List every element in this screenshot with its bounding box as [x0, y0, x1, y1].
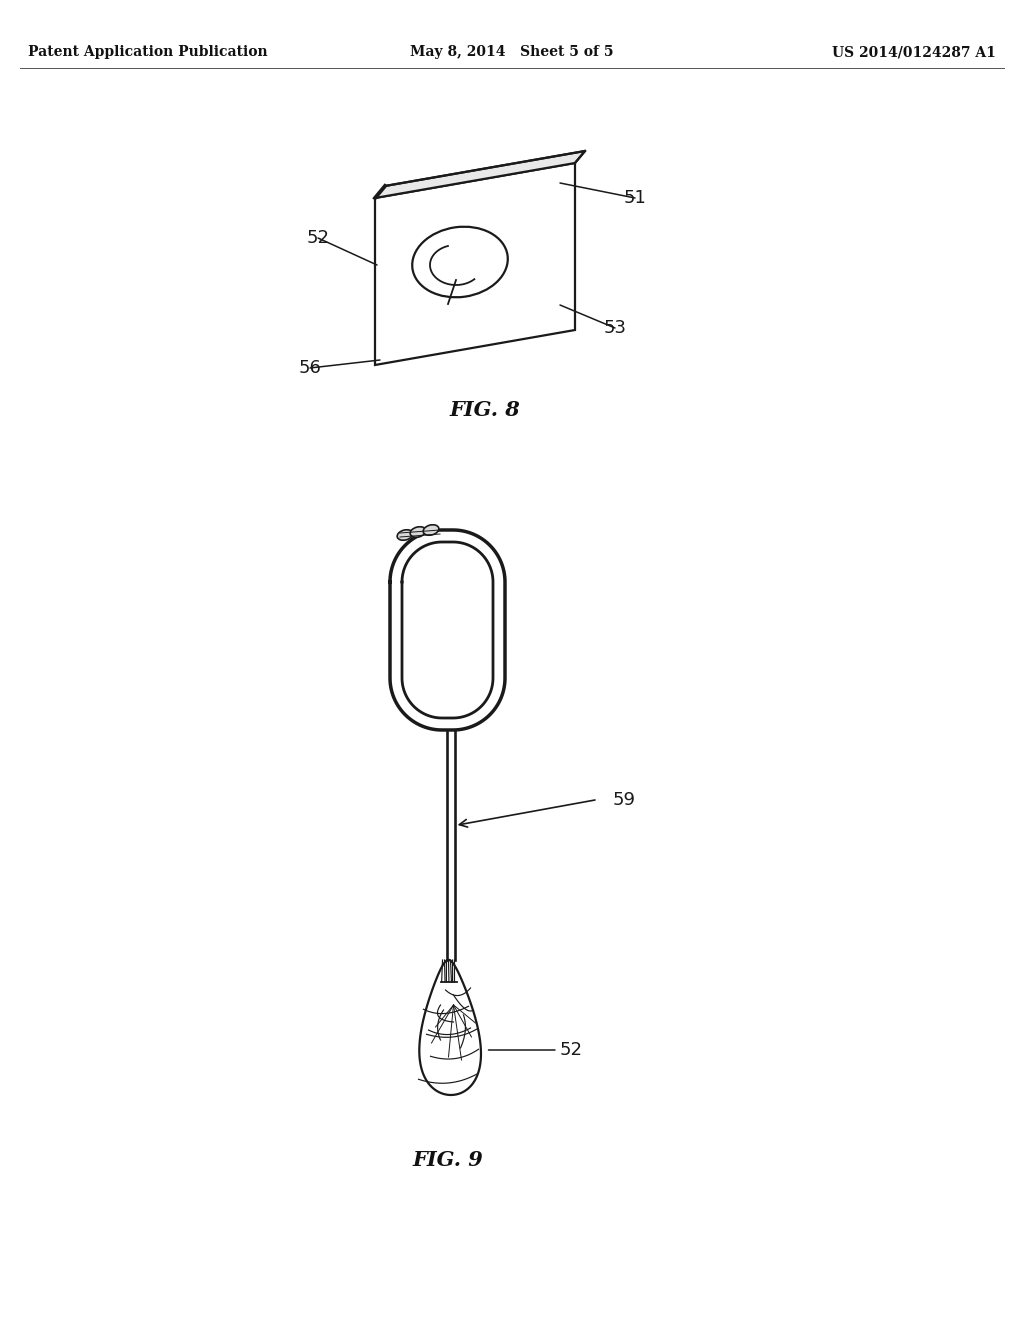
Text: May 8, 2014   Sheet 5 of 5: May 8, 2014 Sheet 5 of 5	[411, 45, 613, 59]
Text: 51: 51	[624, 189, 646, 207]
Text: 56: 56	[299, 359, 322, 378]
Text: Patent Application Publication: Patent Application Publication	[28, 45, 267, 59]
Text: FIG. 8: FIG. 8	[450, 400, 520, 420]
Ellipse shape	[411, 527, 426, 537]
Polygon shape	[375, 150, 585, 198]
Text: 52: 52	[306, 228, 330, 247]
Text: 52: 52	[560, 1041, 583, 1059]
Text: 53: 53	[603, 319, 627, 337]
Text: FIG. 9: FIG. 9	[413, 1150, 483, 1170]
Ellipse shape	[397, 529, 413, 540]
Text: US 2014/0124287 A1: US 2014/0124287 A1	[833, 45, 996, 59]
Text: 59: 59	[613, 791, 636, 809]
Ellipse shape	[423, 525, 439, 535]
